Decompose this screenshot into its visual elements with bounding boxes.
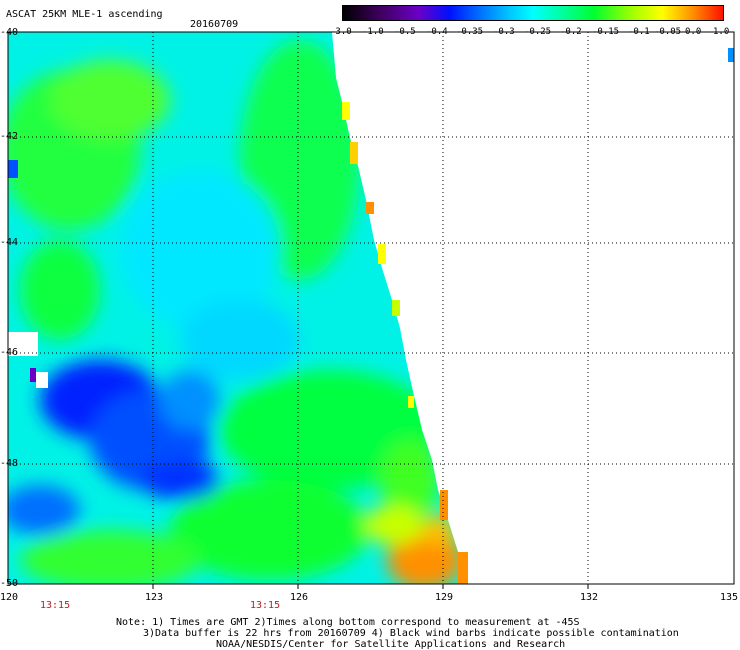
lat-tick-label: -46 bbox=[0, 347, 19, 358]
swath-edge-pixels bbox=[8, 48, 734, 584]
footer-credit: NOAA/NESDIS/Center for Satellite Applica… bbox=[216, 639, 566, 650]
footer-note-1: Note: 1) Times are GMT 2)Times along bot… bbox=[116, 617, 580, 628]
lon-tick-label: 120 bbox=[0, 592, 19, 603]
plot-frame bbox=[7, 31, 735, 585]
lat-tick-label: -50 bbox=[0, 578, 19, 589]
wind-data-swath bbox=[8, 32, 468, 584]
time-label: 13:15 bbox=[250, 600, 281, 611]
lat-lon-grid bbox=[8, 32, 734, 584]
product-date: 20160709 bbox=[190, 19, 239, 30]
lat-tick-label: -48 bbox=[0, 458, 19, 469]
lat-tick-label: -42 bbox=[0, 131, 19, 142]
colorbar bbox=[342, 5, 724, 21]
product-title: ASCAT 25KM MLE-1 ascending bbox=[6, 9, 163, 20]
lon-tick-label: 132 bbox=[580, 592, 599, 603]
lat-tick-label: -44 bbox=[0, 237, 19, 248]
lon-tick-label: 129 bbox=[435, 592, 454, 603]
lat-tick-label: -40 bbox=[0, 27, 19, 38]
lon-tick-label: 123 bbox=[145, 592, 164, 603]
time-label: 13:15 bbox=[40, 600, 71, 611]
axis-ticks bbox=[152, 584, 589, 589]
lon-tick-label: 135 bbox=[720, 592, 739, 603]
footer-note-2: 3)Data buffer is 22 hrs from 20160709 4)… bbox=[143, 628, 679, 639]
lon-tick-label: 126 bbox=[290, 592, 309, 603]
